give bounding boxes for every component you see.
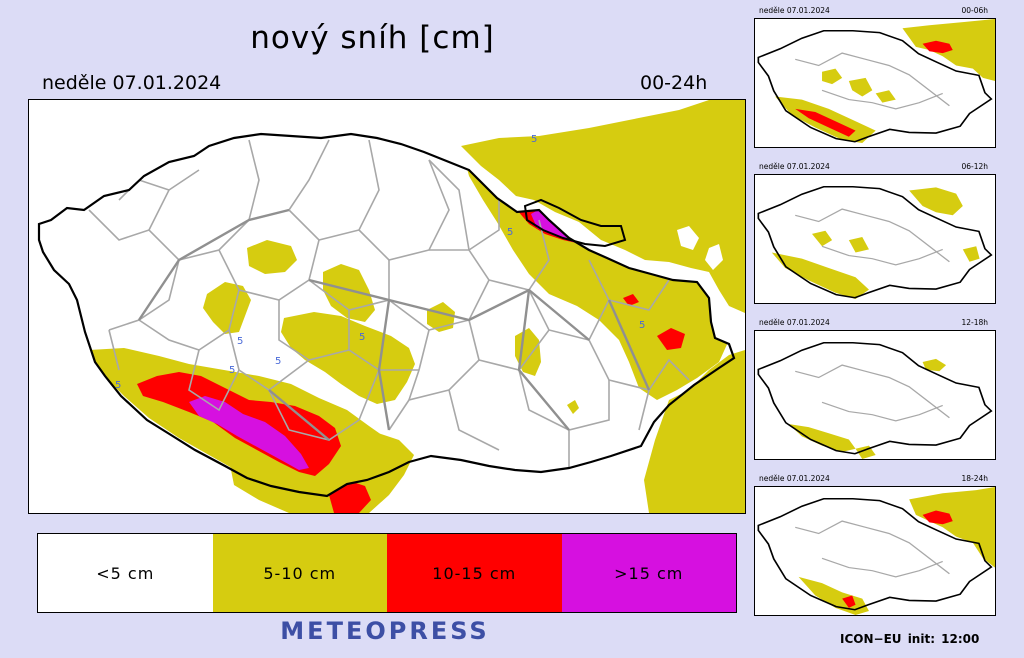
snow-area-small	[567, 400, 579, 414]
snow-area-east-slovakia	[644, 350, 745, 513]
snow-red-spot-2	[623, 294, 639, 306]
contour-label: 5	[275, 356, 281, 367]
legend-label: 10-15 cm	[432, 563, 517, 583]
forecast-date: neděle 07.01.2024	[42, 72, 222, 94]
snow-purple-sumava	[189, 396, 309, 470]
legend-item-lt5: <5 cm	[38, 534, 213, 612]
mini-map-panel-4: neděle 07.01.2024 18-24h	[754, 472, 996, 620]
mini-map-period: 06-12h	[961, 162, 988, 171]
mini-map-date: neděle 07.01.2024	[759, 162, 830, 171]
mini-map-period: 00-06h	[961, 6, 988, 15]
legend-item-gt15: >15 cm	[561, 534, 736, 612]
contour-label: 5	[229, 365, 235, 376]
region-boundaries	[138, 208, 651, 441]
forecast-period: 00-24h	[640, 72, 708, 94]
mini-map-date: neděle 07.01.2024	[759, 6, 830, 15]
lake-white	[677, 226, 699, 250]
mini-map-period: 12-18h	[961, 318, 988, 327]
mini-map-svg	[755, 175, 995, 303]
mini-map-date: neděle 07.01.2024	[759, 318, 830, 327]
snow-area-west-1	[203, 282, 251, 334]
mini-map	[754, 486, 996, 616]
snowfall-map: 5 5 5 5 5 5 5 5	[28, 99, 746, 514]
lake-white-2	[705, 244, 723, 270]
contour-label: 5	[531, 134, 537, 145]
contour-label: 5	[359, 332, 365, 343]
mini-map	[754, 330, 996, 460]
legend-label: 5-10 cm	[263, 563, 337, 583]
brand-logo: METEOPRESS	[280, 617, 490, 645]
snow-outline-krkonose	[523, 198, 627, 248]
snow-area-north-east	[461, 100, 745, 313]
mini-map-date: neděle 07.01.2024	[759, 474, 830, 483]
district-boundaries	[88, 139, 690, 470]
contour-label: 5	[507, 227, 513, 238]
mini-map-svg	[755, 487, 995, 615]
mini-map-svg	[755, 19, 995, 147]
legend-item-5-10: 5-10 cm	[212, 534, 387, 612]
snow-area-west-2	[247, 240, 297, 274]
contour-label: 5	[639, 320, 645, 331]
mini-map-svg	[755, 331, 995, 459]
snow-area-moravia	[515, 328, 541, 376]
model-info: ICON−EU init: 12:00	[840, 632, 980, 646]
mini-map	[754, 18, 996, 148]
contour-label: 5	[237, 336, 243, 347]
czech-border	[37, 132, 736, 498]
snowfall-map-svg: 5 5 5 5 5 5 5 5	[29, 100, 745, 513]
legend-label: >15 cm	[614, 563, 684, 583]
mini-map-panel-2: neděle 07.01.2024 06-12h	[754, 160, 996, 308]
mini-map	[754, 174, 996, 304]
mini-map-period: 18-24h	[961, 474, 988, 483]
snowfall-legend: <5 cm 5-10 cm 10-15 cm >15 cm	[37, 533, 737, 613]
contour-label: 5	[115, 380, 121, 391]
map-title: nový sníh [cm]	[250, 20, 495, 56]
mini-map-panel-3: neděle 07.01.2024 12-18h	[754, 316, 996, 464]
legend-label: <5 cm	[96, 563, 155, 583]
mini-map-panel-1: neděle 07.01.2024 00-06h	[754, 4, 996, 152]
legend-item-10-15: 10-15 cm	[387, 534, 562, 612]
snow-red-beskydy	[657, 328, 685, 350]
